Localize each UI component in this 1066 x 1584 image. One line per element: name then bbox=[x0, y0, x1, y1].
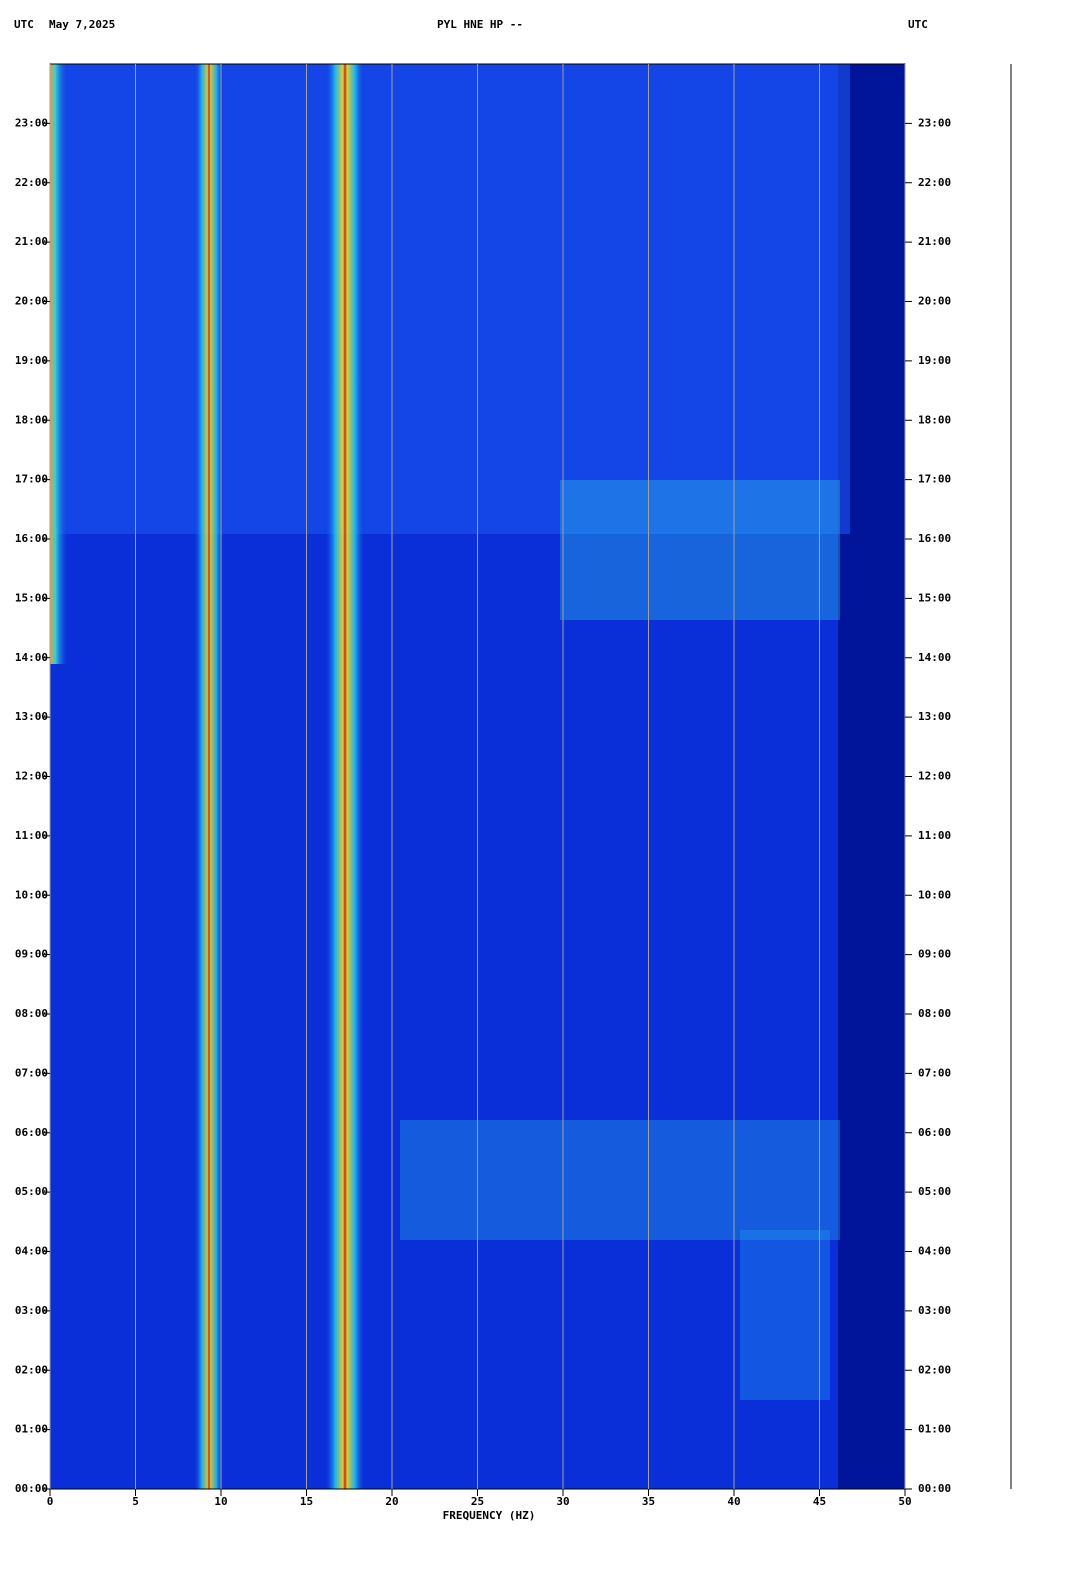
y-tick-label: 05:00 bbox=[15, 1185, 48, 1198]
y-tick-label-right: 17:00 bbox=[918, 473, 951, 486]
y-tick-label: 12:00 bbox=[15, 770, 48, 783]
y-tick-label-right: 14:00 bbox=[918, 651, 951, 664]
y-tick-label: 11:00 bbox=[15, 829, 48, 842]
y-tick-label: 14:00 bbox=[15, 651, 48, 664]
y-tick-label-right: 21:00 bbox=[918, 235, 951, 248]
x-tick-label: 35 bbox=[642, 1495, 655, 1508]
y-tick-label: 08:00 bbox=[15, 1007, 48, 1020]
x-tick-label: 45 bbox=[813, 1495, 826, 1508]
x-tick-label: 50 bbox=[898, 1495, 911, 1508]
x-tick-label: 5 bbox=[132, 1495, 139, 1508]
y-tick-label-right: 03:00 bbox=[918, 1304, 951, 1317]
spectrogram-active-region bbox=[50, 64, 850, 534]
y-tick-label: 16:00 bbox=[15, 532, 48, 545]
x-tick-label: 10 bbox=[214, 1495, 227, 1508]
y-tick-label: 20:00 bbox=[15, 295, 48, 308]
y-tick-label: 19:00 bbox=[15, 354, 48, 367]
spectrogram-low-freq bbox=[50, 64, 68, 664]
spectrogram-noise bbox=[560, 480, 840, 620]
y-tick-label: 10:00 bbox=[15, 888, 48, 901]
y-tick-label-right: 00:00 bbox=[918, 1482, 951, 1495]
y-tick-label-right: 05:00 bbox=[918, 1185, 951, 1198]
y-tick-label-right: 16:00 bbox=[918, 532, 951, 545]
y-tick-label: 18:00 bbox=[15, 413, 48, 426]
y-tick-label: 01:00 bbox=[15, 1423, 48, 1436]
y-tick-label-right: 15:00 bbox=[918, 591, 951, 604]
y-tick-label-right: 08:00 bbox=[918, 1007, 951, 1020]
x-tick-label: 25 bbox=[471, 1495, 484, 1508]
spectrogram-band bbox=[325, 64, 365, 1489]
y-tick-label: 13:00 bbox=[15, 710, 48, 723]
y-tick-label-right: 10:00 bbox=[918, 888, 951, 901]
y-tick-label: 22:00 bbox=[15, 176, 48, 189]
y-tick-label-right: 04:00 bbox=[918, 1245, 951, 1258]
y-tick-label-right: 18:00 bbox=[918, 413, 951, 426]
spectrogram-band bbox=[194, 64, 224, 1489]
y-tick-label: 07:00 bbox=[15, 1066, 48, 1079]
x-tick-label: 0 bbox=[47, 1495, 54, 1508]
y-tick-label-right: 09:00 bbox=[918, 948, 951, 961]
y-tick-label: 17:00 bbox=[15, 473, 48, 486]
y-tick-label-right: 13:00 bbox=[918, 710, 951, 723]
y-tick-label: 04:00 bbox=[15, 1245, 48, 1258]
y-tick-label-right: 06:00 bbox=[918, 1126, 951, 1139]
y-tick-label: 09:00 bbox=[15, 948, 48, 961]
y-tick-label: 00:00 bbox=[15, 1482, 48, 1495]
y-tick-label-right: 11:00 bbox=[918, 829, 951, 842]
timezone-right: UTC bbox=[908, 18, 928, 31]
y-tick-label: 03:00 bbox=[15, 1304, 48, 1317]
y-tick-label: 02:00 bbox=[15, 1363, 48, 1376]
y-tick-label: 06:00 bbox=[15, 1126, 48, 1139]
y-tick-label: 15:00 bbox=[15, 591, 48, 604]
y-tick-label-right: 19:00 bbox=[918, 354, 951, 367]
spectrogram-noise bbox=[400, 1120, 840, 1240]
y-tick-label: 23:00 bbox=[15, 116, 48, 129]
date: May 7,2025 bbox=[49, 18, 115, 31]
x-tick-label: 40 bbox=[727, 1495, 740, 1508]
x-tick-label: 20 bbox=[385, 1495, 398, 1508]
spectrogram-noise bbox=[740, 1230, 830, 1400]
timezone-left: UTC bbox=[14, 18, 34, 31]
chart-title: PYL HNE HP -- bbox=[437, 18, 523, 31]
y-tick-label-right: 01:00 bbox=[918, 1423, 951, 1436]
y-tick-label-right: 20:00 bbox=[918, 295, 951, 308]
x-axis-label: FREQUENCY (HZ) bbox=[443, 1509, 536, 1522]
y-tick-label: 21:00 bbox=[15, 235, 48, 248]
y-tick-label-right: 02:00 bbox=[918, 1363, 951, 1376]
y-tick-label-right: 23:00 bbox=[918, 116, 951, 129]
x-tick-label: 30 bbox=[556, 1495, 569, 1508]
y-tick-label-right: 12:00 bbox=[918, 770, 951, 783]
x-tick-label: 15 bbox=[300, 1495, 313, 1508]
y-tick-label-right: 07:00 bbox=[918, 1066, 951, 1079]
y-tick-label-right: 22:00 bbox=[918, 176, 951, 189]
